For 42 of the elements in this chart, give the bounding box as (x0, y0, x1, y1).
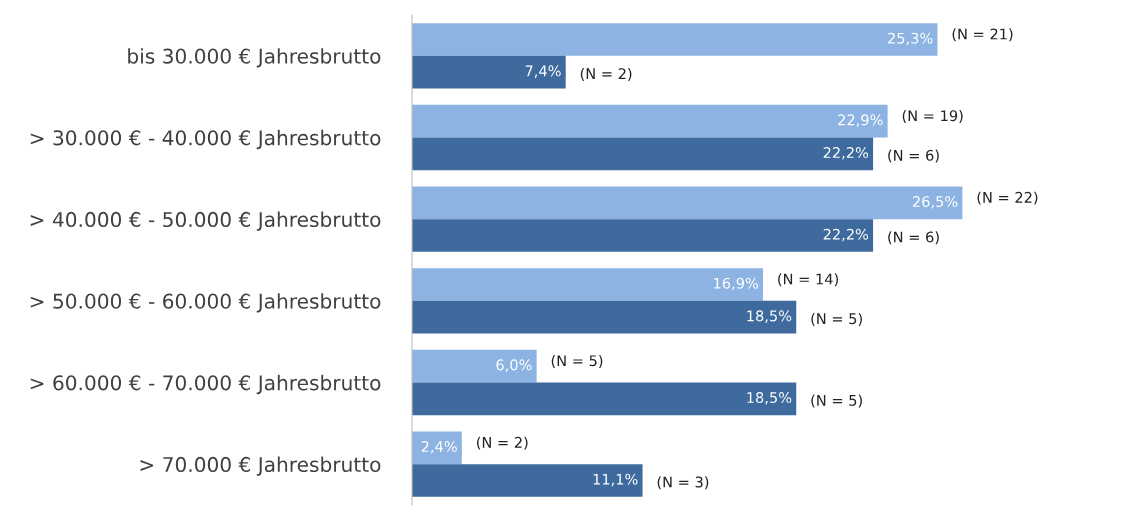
data-label: 18,5% (747, 392, 792, 405)
data-label: 22,2% (823, 147, 869, 160)
y-tick-label: > 40.000 € - 50.000 € Jahresbrutto (30, 211, 381, 231)
data-label: 2,4% (421, 441, 457, 454)
annotation: (N = 5) (551, 354, 603, 368)
data-label: 18,5% (747, 310, 792, 323)
y-tick-label: > 30.000 € - 40.000 € Jahresbrutto (30, 129, 381, 150)
bar (412, 23, 938, 56)
bar (412, 268, 764, 301)
annotation: (N = 5) (811, 312, 862, 326)
annotation: (N = 6) (888, 231, 939, 245)
annotation: (N = 21) (952, 28, 1013, 42)
y-tick-label: > 50.000 € - 60.000 € Jahresbrutto (30, 293, 381, 313)
data-label: 6,0% (496, 359, 532, 372)
bar (412, 300, 797, 334)
bar (412, 349, 537, 383)
data-label: 26,5% (912, 196, 958, 209)
data-label: 22,9% (838, 114, 883, 127)
bar (412, 431, 462, 465)
annotation: (N = 2) (476, 436, 528, 450)
annotation: (N = 19) (902, 109, 963, 123)
annotation: (N = 14) (778, 273, 838, 287)
text: (N = 22) (977, 191, 1038, 205)
data-label: 22,2% (823, 228, 869, 242)
annotation: (N = 5) (811, 394, 862, 408)
bar (412, 382, 797, 416)
annotation: (N = 2) (580, 67, 632, 81)
y-tick-label: > 70.000 € Jahresbrutto (140, 456, 381, 476)
annotation: (N = 3) (657, 476, 709, 490)
y-tick-label: bis 30.000 € Jahresbrutto (128, 48, 381, 68)
bar (412, 464, 643, 497)
data-label: 11,1% (593, 473, 638, 487)
data-label: 7,4% (525, 65, 561, 78)
bar (412, 55, 566, 89)
data-label: 16,9% (714, 277, 759, 291)
y-tick-label: > 60.000 € - 70.000 € Jahresbrutto (30, 374, 381, 395)
bar (412, 219, 874, 252)
annotation: (N = 6) (888, 149, 939, 163)
data-label: 25,3% (888, 32, 933, 46)
bar (412, 186, 963, 220)
bar (412, 137, 874, 171)
bar (412, 104, 888, 138)
